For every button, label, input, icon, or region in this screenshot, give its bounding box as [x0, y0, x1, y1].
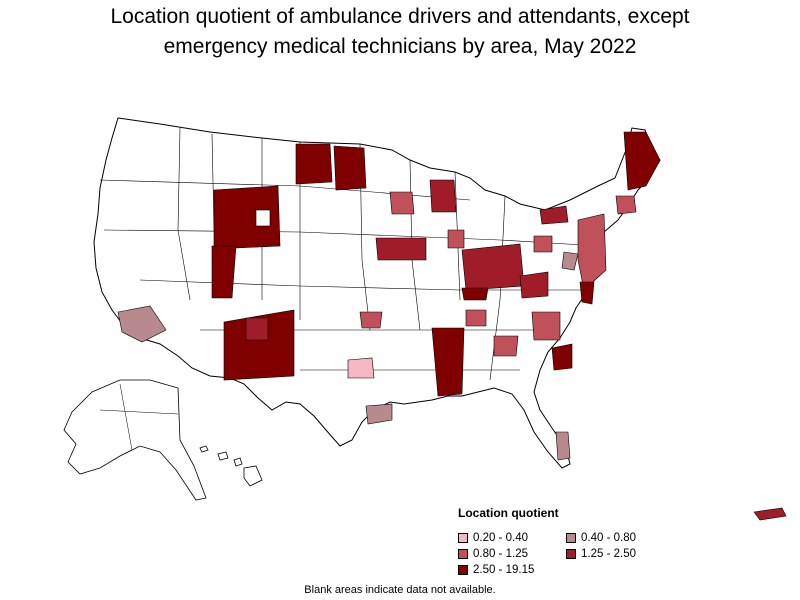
shaded-areas: [117, 131, 661, 461]
area-minnesota: [389, 191, 415, 215]
area-new-england: [615, 195, 637, 215]
area-wyoming-center: [255, 209, 271, 227]
area-illinois: [447, 229, 465, 249]
legend-swatch: [458, 564, 468, 575]
footnote: Blank areas indicate data not available.: [304, 584, 496, 596]
area-southern-california: [117, 305, 167, 343]
legend-item: 0.80 - 1.25: [458, 547, 566, 560]
area-north-dakota-west: [295, 143, 333, 185]
legend-label: 1.25 - 2.50: [581, 547, 636, 560]
legend-item: 0.20 - 0.40: [458, 531, 566, 544]
area-michigan: [539, 205, 569, 225]
area-pennsylvania: [533, 235, 553, 253]
legend-item: 2.50 - 19.15: [458, 563, 566, 576]
area-virginia: [561, 251, 579, 271]
area-new-mexico: [223, 309, 295, 381]
legend-title: Location quotient: [458, 506, 559, 520]
area-texas-north: [347, 357, 375, 379]
area-mississippi: [431, 327, 465, 397]
area-kentucky: [461, 287, 489, 301]
legend-item: 0.40 - 0.80: [566, 531, 686, 544]
map-title: Location quotient of ambulance drivers a…: [0, 2, 800, 62]
area-florida: [555, 431, 571, 461]
area-utah-east: [211, 245, 237, 299]
area-texas-houston: [365, 403, 393, 425]
legend-label: 0.80 - 1.25: [473, 547, 528, 560]
area-wisconsin: [429, 179, 457, 213]
area-iowa: [375, 237, 427, 261]
title-line-1: Location quotient of ambulance drivers a…: [110, 5, 690, 28]
area-south-carolina: [551, 343, 573, 371]
area-missouri: [359, 311, 383, 329]
hawaii-islands: [199, 445, 263, 487]
legend-label: 2.50 - 19.15: [473, 563, 535, 576]
legend: Location quotient 0.20 - 0.40 0.40 - 0.8…: [458, 506, 688, 576]
area-maine: [623, 131, 661, 191]
legend-swatch: [458, 532, 468, 543]
area-west-virginia: [519, 271, 549, 299]
legend-item: 1.25 - 2.50: [566, 547, 686, 560]
area-new-mexico-center: [245, 317, 269, 341]
area-carolinas: [531, 311, 561, 341]
area-north-dakota-east: [333, 145, 367, 191]
legend-swatch: [458, 548, 468, 559]
legend-label: 0.40 - 0.80: [581, 531, 636, 544]
legend-items: 0.20 - 0.40 0.40 - 0.80 0.80 - 1.25 1.25…: [458, 531, 688, 576]
area-maryland: [579, 281, 595, 305]
alaska-outline: [63, 379, 207, 501]
puerto-rico: [753, 507, 787, 521]
area-tennessee: [465, 309, 487, 327]
legend-swatch: [566, 548, 576, 559]
title-line-2: emergency medical technicians by area, M…: [163, 35, 637, 58]
area-indiana-ohio: [461, 243, 525, 291]
legend-swatch: [566, 532, 576, 543]
area-wyoming: [213, 185, 281, 249]
area-georgia: [493, 335, 519, 357]
legend-label: 0.20 - 0.40: [473, 531, 528, 544]
alaska-divisions: [99, 383, 179, 451]
area-northeast-corridor: [577, 213, 607, 291]
